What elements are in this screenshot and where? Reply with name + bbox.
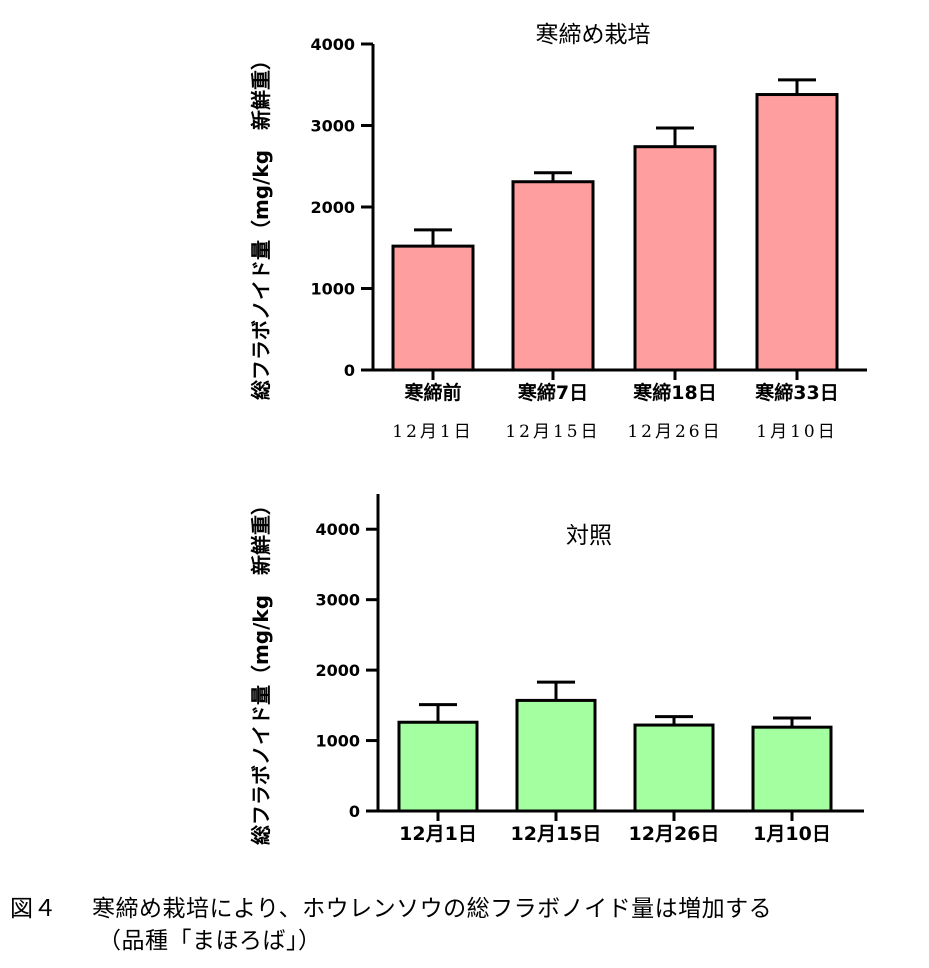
bar [391, 244, 475, 372]
y-tick-label: 0 [344, 361, 355, 380]
date-label: 12月26日 [627, 422, 722, 442]
figure-caption: 図４ 寒締め栽培により、ホウレンソウの総フラボノイド量は増加する （品種「まほろば… [10, 893, 772, 957]
x-tick-label: 寒締33日 [755, 381, 838, 404]
chart-title: 対照 [566, 523, 612, 549]
date-label: 12月15日 [505, 422, 600, 442]
date-label: 1月10日 [756, 422, 837, 442]
figure-number: 図４ [10, 896, 57, 922]
bar [633, 723, 715, 813]
y-tick-label: 2000 [315, 661, 360, 680]
bar [511, 180, 595, 372]
date-label: 12月1日 [392, 422, 473, 442]
chart-2: 対照 総フラボノイド量（mg/kg 新鮮重） 0 1000 2000 3000 4000 12… [249, 494, 864, 845]
y-tick-label: 1000 [310, 280, 355, 299]
y-tick-label: 3000 [310, 117, 355, 136]
y-axis-label: 総フラボノイド量（mg/kg 新鮮重） [249, 495, 273, 845]
y-tick-label: 4000 [310, 35, 355, 54]
x-tick-label: 寒締前 [404, 381, 461, 404]
bar [397, 720, 479, 813]
y-axis-label: 総フラボノイド量（mg/kg 新鮮重） [249, 50, 273, 400]
x-tick-label: 12月26日 [629, 823, 720, 845]
y-tick-label: 1000 [315, 732, 360, 751]
x-tick-label: 1月10日 [753, 823, 831, 845]
x-tick-label: 12月1日 [399, 823, 477, 845]
chart-title: 寒締め栽培 [536, 22, 651, 48]
bar [755, 93, 839, 372]
x-tick-label: 寒締7日 [518, 381, 588, 404]
y-tick-label: 3000 [315, 591, 360, 610]
x-tick-label: 12月15日 [511, 823, 602, 845]
y-tick-label: 4000 [315, 520, 360, 539]
caption-variety: （品種「まほろば」） [98, 928, 322, 954]
y-tick-label: 0 [349, 802, 360, 821]
y-tick-label: 2000 [310, 198, 355, 217]
bar [633, 145, 717, 372]
caption-text: 寒締め栽培により、ホウレンソウの総フラボノイド量は増加する [92, 896, 773, 922]
bar [751, 725, 833, 813]
x-tick-label: 寒締18日 [633, 381, 716, 404]
bar [515, 698, 597, 813]
